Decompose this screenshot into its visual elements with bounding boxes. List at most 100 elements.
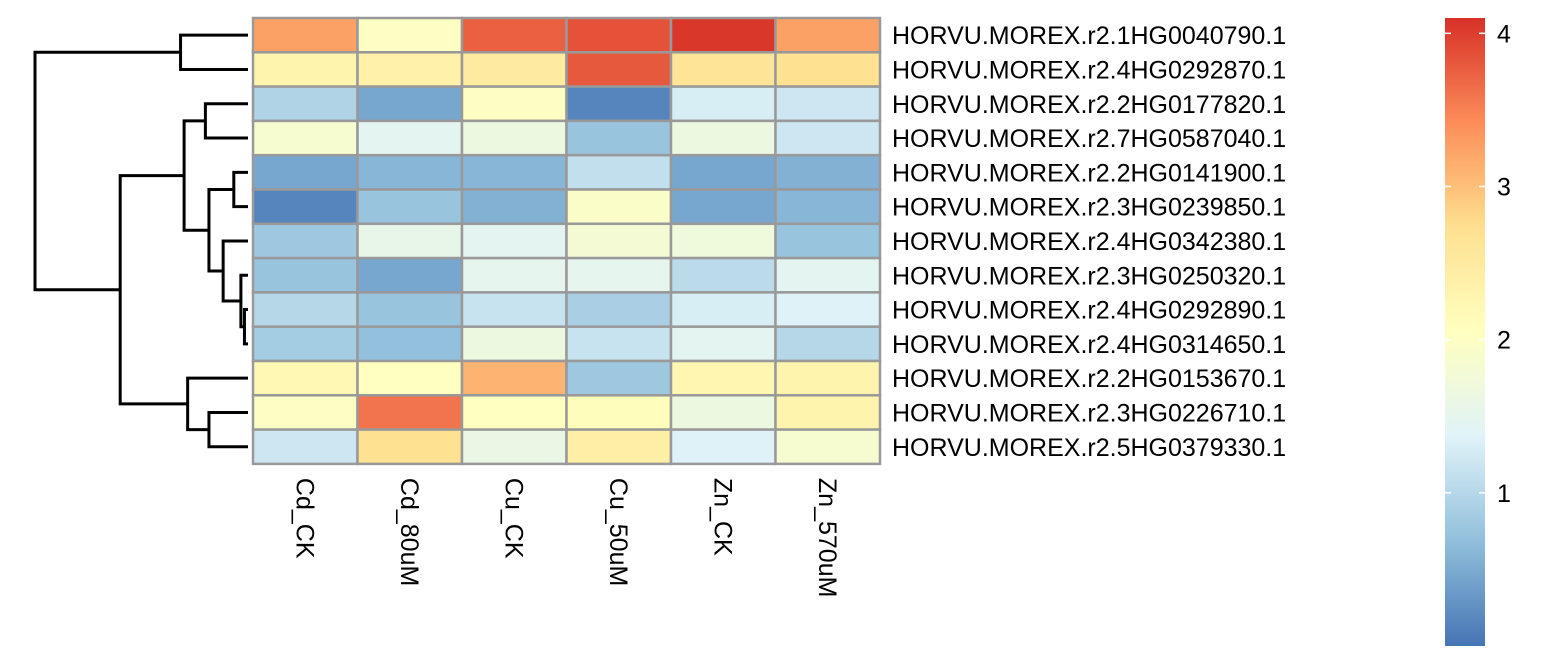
heatmap-cell — [669, 153, 777, 191]
heatmap-cell — [669, 188, 777, 226]
heatmap-cell — [565, 153, 673, 191]
heatmap-cell — [460, 119, 568, 157]
heatmap-cell — [251, 16, 359, 54]
heatmap-cell — [774, 325, 882, 363]
heatmap-cell — [251, 119, 359, 157]
dendrogram-branch — [186, 376, 248, 432]
heatmap-cell — [669, 51, 777, 88]
row-label: HORVU.MOREX.r2.2HG0177820.1 — [892, 91, 1286, 119]
heatmap-cell — [251, 428, 359, 466]
heatmap-cell — [774, 359, 882, 397]
heatmap-cell — [565, 359, 673, 397]
heatmap-cell — [669, 359, 777, 397]
row-label: HORVU.MOREX.r2.1HG0040790.1 — [892, 22, 1286, 50]
row-label: HORVU.MOREX.r2.2HG0153670.1 — [892, 365, 1286, 393]
heatmap-cell — [460, 394, 568, 431]
heatmap-cell — [356, 119, 464, 157]
row-label: HORVU.MOREX.r2.7HG0587040.1 — [892, 125, 1286, 153]
dendrogram-branch — [33, 50, 181, 292]
legend-tick-label: 1 — [1497, 480, 1511, 508]
column-label: Cu_CK — [499, 478, 527, 559]
row-label: HORVU.MOREX.r2.3HG0250320.1 — [892, 262, 1286, 290]
column-label: Zn_570uM — [813, 478, 841, 598]
heatmap-cell — [774, 188, 882, 226]
heatmap-cell — [565, 85, 673, 123]
heatmap-cell — [565, 222, 673, 260]
heatmap-cell — [356, 256, 464, 294]
dendrogram-branch — [203, 102, 248, 140]
heatmap-cell — [251, 188, 359, 226]
heatmap-cell — [774, 222, 882, 260]
heatmap-cell — [356, 85, 464, 123]
heatmap-cell — [774, 291, 882, 328]
heatmap-cell — [460, 188, 568, 226]
dendrogram-branch — [118, 174, 188, 406]
column-label: Cd_80uM — [395, 478, 423, 586]
row-label: HORVU.MOREX.r2.4HG0314650.1 — [892, 331, 1286, 359]
heatmap-cell — [669, 394, 777, 431]
heatmap-cell — [460, 256, 568, 294]
heatmap-cell — [356, 359, 464, 397]
heatmap-cell — [669, 325, 777, 363]
heatmap-cell — [356, 394, 464, 431]
heatmap-cells — [251, 16, 882, 466]
heatmap-cell — [565, 428, 673, 466]
legend-tick-label: 3 — [1497, 173, 1511, 201]
heatmap-cell — [356, 428, 464, 466]
heatmap-cell — [251, 291, 359, 328]
heatmap-cell — [774, 256, 882, 294]
heatmap-cell — [356, 16, 464, 54]
row-label: HORVU.MOREX.r2.5HG0379330.1 — [892, 434, 1286, 462]
heatmap-cell — [669, 291, 777, 328]
row-label: HORVU.MOREX.r2.4HG0342380.1 — [892, 228, 1286, 256]
heatmap-cell — [460, 85, 568, 123]
heatmap-cell — [251, 153, 359, 191]
heatmap-cell — [669, 428, 777, 466]
row-dendrogram — [33, 33, 248, 449]
heatmap-cell — [565, 394, 673, 431]
dendrogram-branch — [232, 170, 248, 209]
heatmap-cell — [460, 222, 568, 260]
heatmap-cell — [774, 428, 882, 466]
heatmap-cell — [669, 256, 777, 294]
heatmap-cell — [251, 256, 359, 294]
heatmap-cell — [251, 359, 359, 397]
heatmap-cell — [565, 256, 673, 294]
heatmap-cell — [774, 16, 882, 54]
column-label: Cu_50uM — [604, 478, 632, 586]
dendrogram-branch — [242, 308, 248, 346]
legend-colorbar — [1445, 18, 1485, 646]
heatmap-cell — [565, 325, 673, 363]
heatmap-cell — [565, 188, 673, 226]
heatmap-cell — [251, 394, 359, 431]
row-label: HORVU.MOREX.r2.4HG0292870.1 — [892, 56, 1286, 84]
heatmap-cell — [774, 153, 882, 191]
heatmap-cell — [565, 51, 673, 88]
row-label: HORVU.MOREX.r2.2HG0141900.1 — [892, 159, 1286, 187]
heatmap-cell — [356, 188, 464, 226]
heatmap-cell — [669, 16, 777, 54]
heatmap-cell — [669, 119, 777, 157]
heatmap-cell — [460, 153, 568, 191]
row-label: HORVU.MOREX.r2.4HG0292890.1 — [892, 297, 1286, 325]
heatmap-cell — [774, 394, 882, 431]
heatmap-cell — [774, 51, 882, 88]
heatmap-cell — [669, 222, 777, 260]
heatmap-cell — [460, 291, 568, 328]
heatmap-cell — [460, 428, 568, 466]
heatmap-cell — [774, 85, 882, 123]
heatmap-cell — [251, 222, 359, 260]
heatmap-cell — [565, 16, 673, 54]
dendrogram-branch — [179, 33, 248, 71]
dendrogram-branch — [207, 188, 234, 273]
row-labels: HORVU.MOREX.r2.1HG0040790.1 HORVU.MOREX.r… — [892, 22, 1286, 462]
heatmap-cell — [356, 291, 464, 328]
column-label: Zn_CK — [708, 478, 736, 556]
dendrogram-branch — [221, 239, 248, 303]
heatmap-cell — [460, 16, 568, 54]
heatmap-cell — [460, 51, 568, 88]
heatmap-cell — [565, 119, 673, 157]
heatmap-cell — [356, 153, 464, 191]
heatmap-cell — [774, 119, 882, 157]
